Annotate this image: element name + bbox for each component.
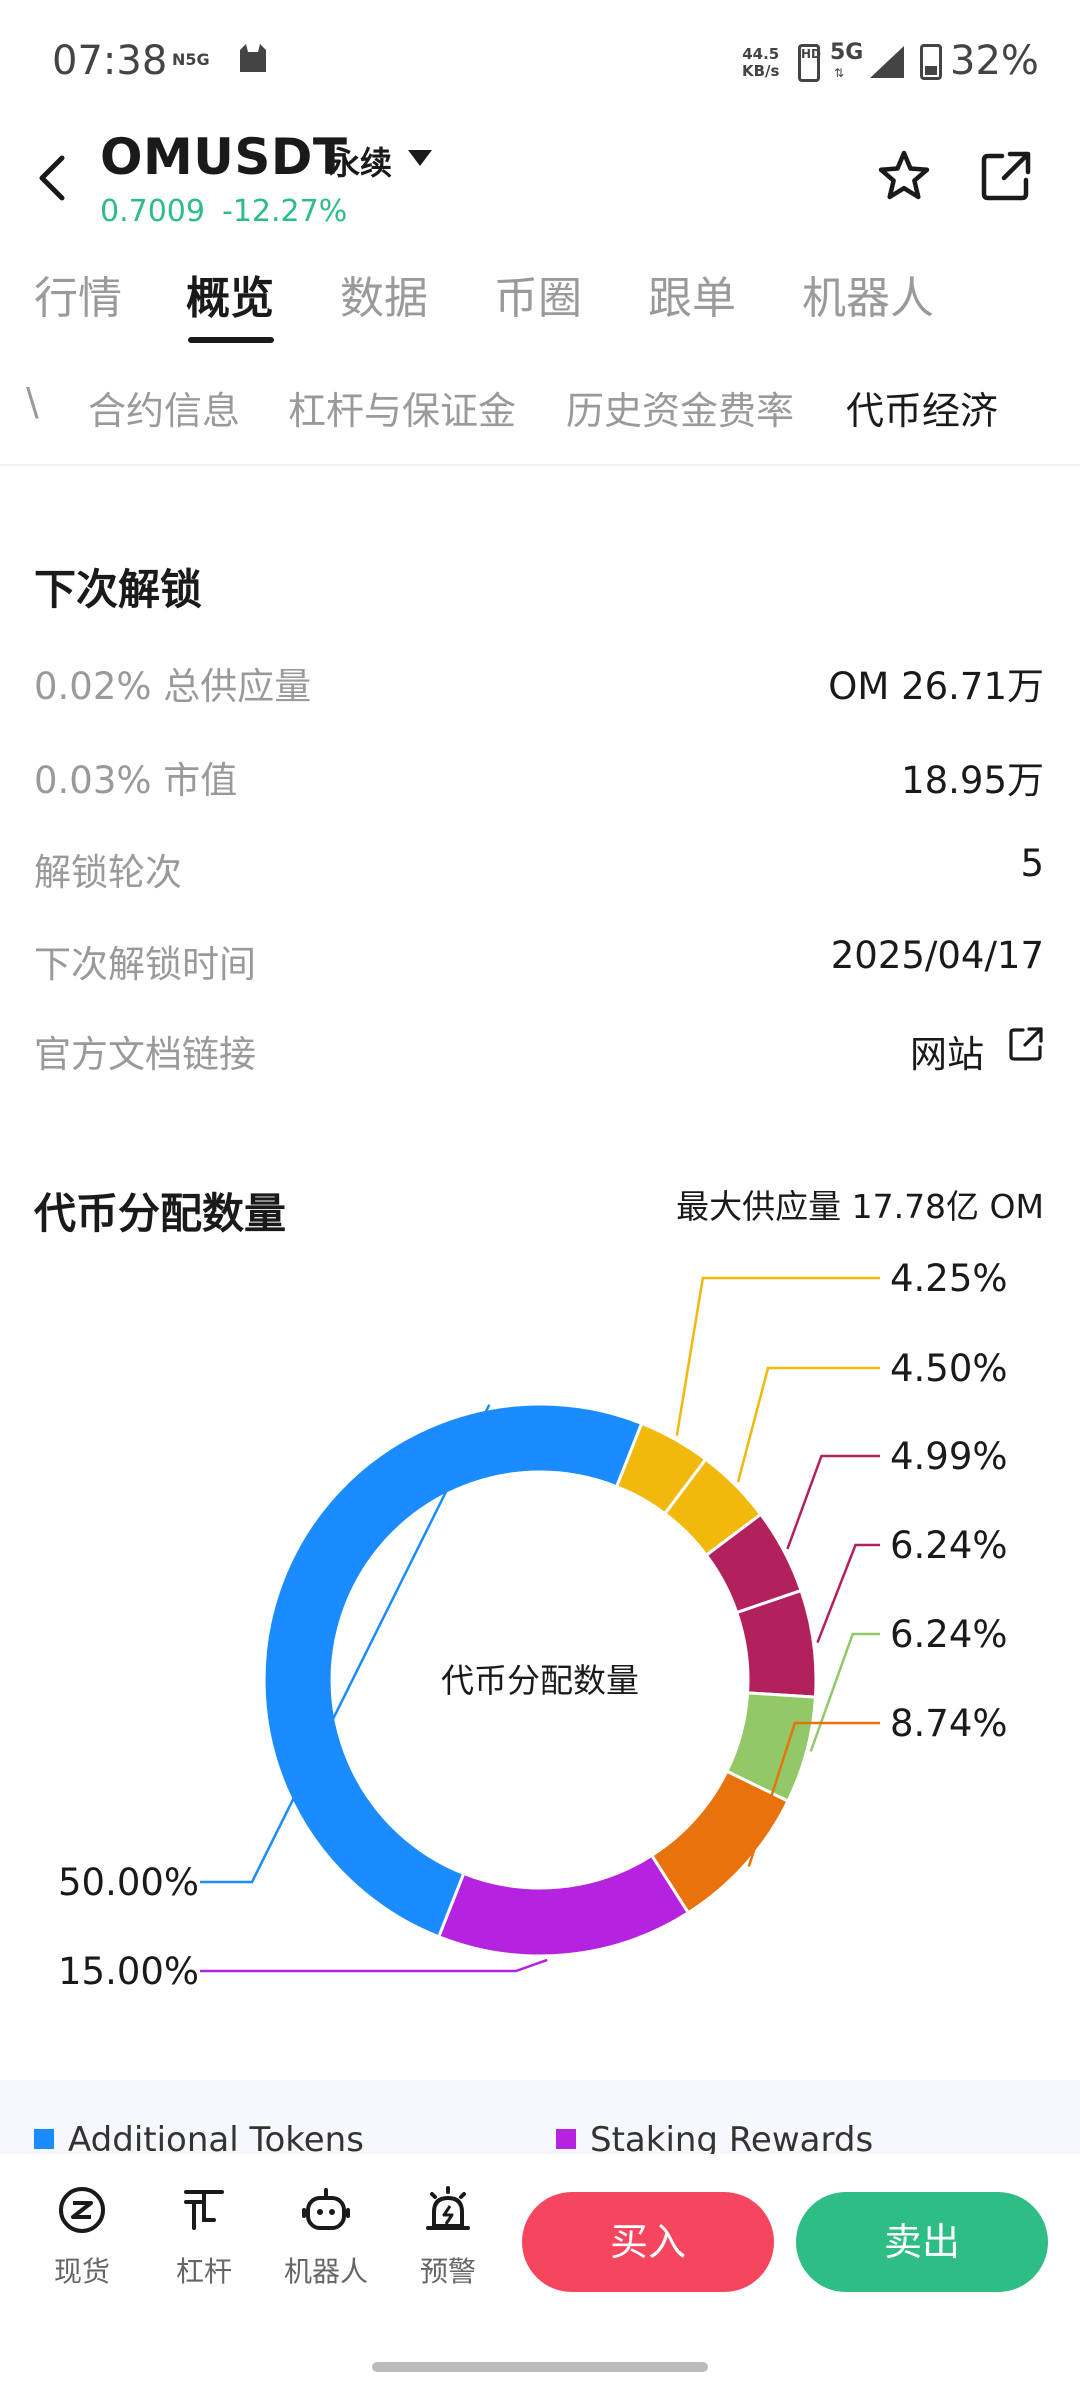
website-link[interactable]: 网站 bbox=[910, 1033, 984, 1076]
unlock-mcap-value: 18.95万 bbox=[901, 759, 1044, 802]
leader-line bbox=[786, 1454, 880, 1550]
unlock-supply-label: 0.02% 总供应量 bbox=[34, 665, 312, 708]
slice-label: 6.24% bbox=[890, 1524, 1008, 1567]
legend-item: Staking Rewards bbox=[556, 2120, 873, 2154]
leader-line bbox=[200, 1404, 491, 1884]
sub-tab-contract-info[interactable]: 合约信息 bbox=[88, 389, 241, 433]
unlock-supply-value: OM 26.71万 bbox=[828, 665, 1044, 708]
sub-tabs: \ 合约信息 杠杆与保证金 历史资金费率 代币经济 bbox=[0, 346, 1080, 466]
unlock-round-value: 5 bbox=[1020, 842, 1044, 885]
buy-button[interactable]: 买入 bbox=[522, 2192, 774, 2292]
hd-icon: HD bbox=[798, 44, 821, 82]
sub-tab-tokenomics[interactable]: 代币经济 bbox=[846, 389, 999, 433]
nav-spot[interactable]: 现货 bbox=[32, 2184, 132, 2290]
battery-level: 32% bbox=[950, 38, 1039, 84]
pair-name[interactable]: OMUSDT bbox=[100, 128, 348, 186]
network-speed: 44.5 KB/s bbox=[742, 45, 780, 80]
network-indicator: N5G bbox=[172, 50, 210, 69]
unlock-mcap-label: 0.03% 市值 bbox=[34, 759, 238, 802]
sell-button[interactable]: 卖出 bbox=[796, 2192, 1048, 2292]
main-tabs: 行情 概览 数据 币圈 跟单 机器人 bbox=[0, 262, 1080, 346]
cat-icon bbox=[240, 44, 266, 72]
nav-bots[interactable]: 机器人 bbox=[276, 2184, 376, 2290]
battery-icon bbox=[920, 44, 942, 80]
max-supply: 最大供应量 17.78亿 OM bbox=[676, 1187, 1044, 1226]
leader-line bbox=[747, 1721, 880, 1867]
tab-overview[interactable]: 概览 bbox=[186, 273, 274, 324]
nav-alerts[interactable]: 预警 bbox=[398, 2184, 498, 2290]
network-type: 5G bbox=[830, 40, 864, 65]
tab-square[interactable]: 币圈 bbox=[494, 273, 582, 324]
bottom-action-bar: 现货 杠杆 机器人 预警 买入 卖出 bbox=[0, 2154, 1080, 2400]
leader-line bbox=[809, 1632, 880, 1752]
tab-copy-trading[interactable]: 跟单 bbox=[648, 273, 736, 324]
sub-tab-leverage-margin[interactable]: 杠杆与保证金 bbox=[288, 389, 517, 433]
unlock-date-label: 下次解锁时间 bbox=[34, 943, 256, 986]
unlock-date-value: 2025/04/17 bbox=[830, 934, 1044, 977]
donut-slice bbox=[262, 1402, 644, 1939]
sub-tab-funding-history[interactable]: 历史资金费率 bbox=[566, 389, 795, 433]
slice-label: 4.99% bbox=[890, 1435, 1008, 1478]
legend-swatch bbox=[556, 2129, 576, 2149]
legend-swatch bbox=[34, 2129, 54, 2149]
slice-label: 6.24% bbox=[890, 1613, 1008, 1656]
distribution-title: 代币分配数量 bbox=[34, 1189, 287, 1238]
leader-line bbox=[200, 1958, 548, 1973]
back-icon[interactable] bbox=[32, 150, 72, 206]
data-arrows-icon: ⇅ bbox=[834, 66, 845, 80]
home-indicator[interactable] bbox=[372, 2362, 708, 2372]
favorite-star-icon[interactable] bbox=[876, 148, 932, 204]
spot-icon bbox=[59, 2187, 105, 2233]
slice-label: 8.74% bbox=[890, 1702, 1008, 1745]
legend-item: Additional Tokens bbox=[34, 2120, 364, 2154]
margin-icon bbox=[184, 2190, 224, 2230]
nav-margin[interactable]: 杠杆 bbox=[154, 2184, 254, 2290]
slice-label: 4.50% bbox=[890, 1347, 1008, 1390]
leader-line bbox=[816, 1543, 880, 1644]
leader-line bbox=[675, 1276, 880, 1436]
donut-center-label: 代币分配数量 bbox=[441, 1661, 639, 1700]
tab-market[interactable]: 行情 bbox=[34, 273, 122, 324]
sub-tab-previous-cutoff[interactable]: \ bbox=[26, 380, 39, 424]
share-icon[interactable] bbox=[980, 150, 1032, 202]
unlock-round-label: 解锁轮次 bbox=[34, 851, 182, 894]
distribution-donut-chart: 代币分配数量 4.25% 4.50% 4.99% 6.24% 6.24% 8.74% 50.0… bbox=[58, 1257, 1008, 1993]
external-link-icon[interactable] bbox=[1008, 1026, 1044, 1062]
price-change: -12.27% bbox=[222, 194, 348, 229]
slice-label: 50.00% bbox=[58, 1861, 199, 1904]
signal-icon bbox=[870, 46, 904, 78]
tab-data[interactable]: 数据 bbox=[340, 273, 428, 324]
leader-line bbox=[736, 1366, 880, 1483]
active-tab-indicator bbox=[188, 337, 274, 343]
alarm-icon bbox=[426, 2186, 470, 2230]
status-bar: 07:38 N5G 44.5 KB/s HD 5G ⇅ 32% bbox=[0, 0, 1080, 130]
unlock-title: 下次解锁 bbox=[34, 565, 203, 614]
slice-label: 15.00% bbox=[58, 1950, 199, 1993]
caret-down-icon[interactable] bbox=[406, 148, 434, 168]
docs-link-label: 官方文档链接 bbox=[34, 1033, 256, 1076]
robot-icon bbox=[302, 2188, 350, 2230]
chart-legend: Additional Tokens Staking Rewards bbox=[0, 2080, 1080, 2154]
slice-label: 4.25% bbox=[890, 1257, 1008, 1300]
contract-type[interactable]: 永续 bbox=[328, 144, 393, 182]
tab-bots[interactable]: 机器人 bbox=[802, 273, 934, 324]
last-price: 0.7009 bbox=[100, 194, 205, 229]
status-time: 07:38 bbox=[52, 38, 168, 84]
donut-slice bbox=[436, 1853, 691, 1958]
